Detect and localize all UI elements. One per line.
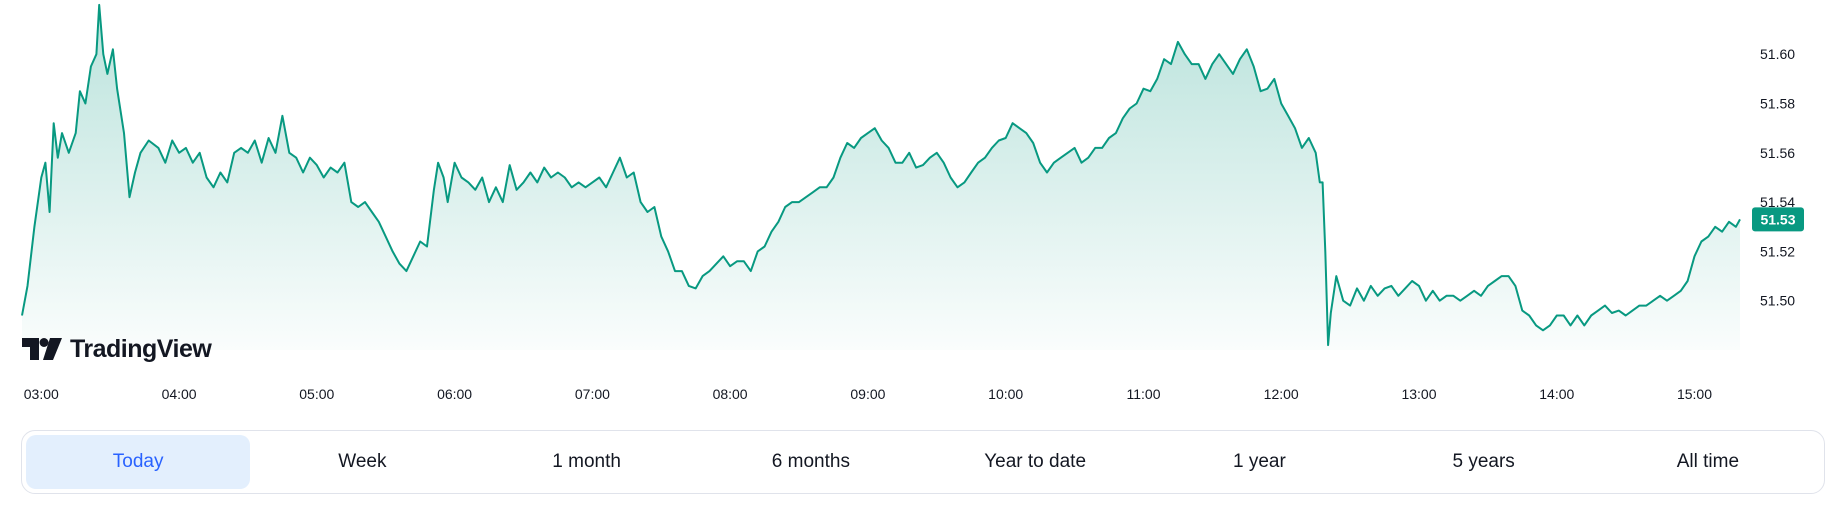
x-tick-label: 13:00 (1401, 386, 1436, 402)
tradingview-logo-icon (22, 338, 62, 360)
range-today-button[interactable]: Today (26, 435, 251, 489)
x-tick-label: 06:00 (437, 386, 472, 402)
range-1-year-button[interactable]: 1 year (1147, 435, 1371, 489)
x-tick-label: 10:00 (988, 386, 1023, 402)
range-6-months-button[interactable]: 6 months (699, 435, 923, 489)
time-range-selector: Today Week 1 month 6 months Year to date… (21, 430, 1825, 494)
y-tick-label: 51.58 (1760, 96, 1795, 112)
price-area (22, 4, 1740, 351)
x-tick-label: 14:00 (1539, 386, 1574, 402)
last-price-badge-bg (1752, 207, 1804, 232)
x-tick-label: 08:00 (713, 386, 748, 402)
y-axis: 51.50 51.52 51.54 51.56 51.58 51.60 (1760, 46, 1795, 309)
y-tick-label: 51.60 (1760, 46, 1795, 62)
x-tick-label: 07:00 (575, 386, 610, 402)
price-chart[interactable]: 03:00 04:00 05:00 06:00 07:00 08:00 09:00 10:00… (0, 0, 1843, 420)
y-tick-label: 51.56 (1760, 145, 1795, 161)
x-tick-label: 12:00 (1264, 386, 1299, 402)
x-tick-label: 15:00 (1677, 386, 1712, 402)
x-tick-label: 05:00 (299, 386, 334, 402)
y-tick-label: 51.54 (1760, 194, 1795, 210)
logo-text: TradingView (70, 334, 212, 363)
range-year-to-date-button[interactable]: Year to date (923, 435, 1147, 489)
x-tick-label: 04:00 (162, 386, 197, 402)
range-week-button[interactable]: Week (250, 435, 474, 489)
last-price-badge: 51.53 (1752, 207, 1804, 232)
x-tick-label: 09:00 (850, 386, 885, 402)
range-all-time-button[interactable]: All time (1596, 435, 1820, 489)
x-tick-label: 03:00 (24, 386, 59, 402)
x-tick-label: 11:00 (1127, 386, 1161, 402)
tradingview-logo[interactable]: TradingView (22, 334, 212, 364)
y-tick-label: 51.52 (1760, 243, 1795, 259)
x-axis: 03:00 04:00 05:00 06:00 07:00 08:00 09:00 10:00… (24, 386, 1712, 402)
last-price-label: 51.53 (1760, 211, 1795, 227)
y-tick-label: 51.50 (1760, 293, 1795, 309)
price-line (21, 3, 1741, 347)
range-5-years-button[interactable]: 5 years (1372, 435, 1596, 489)
range-1-month-button[interactable]: 1 month (475, 435, 699, 489)
